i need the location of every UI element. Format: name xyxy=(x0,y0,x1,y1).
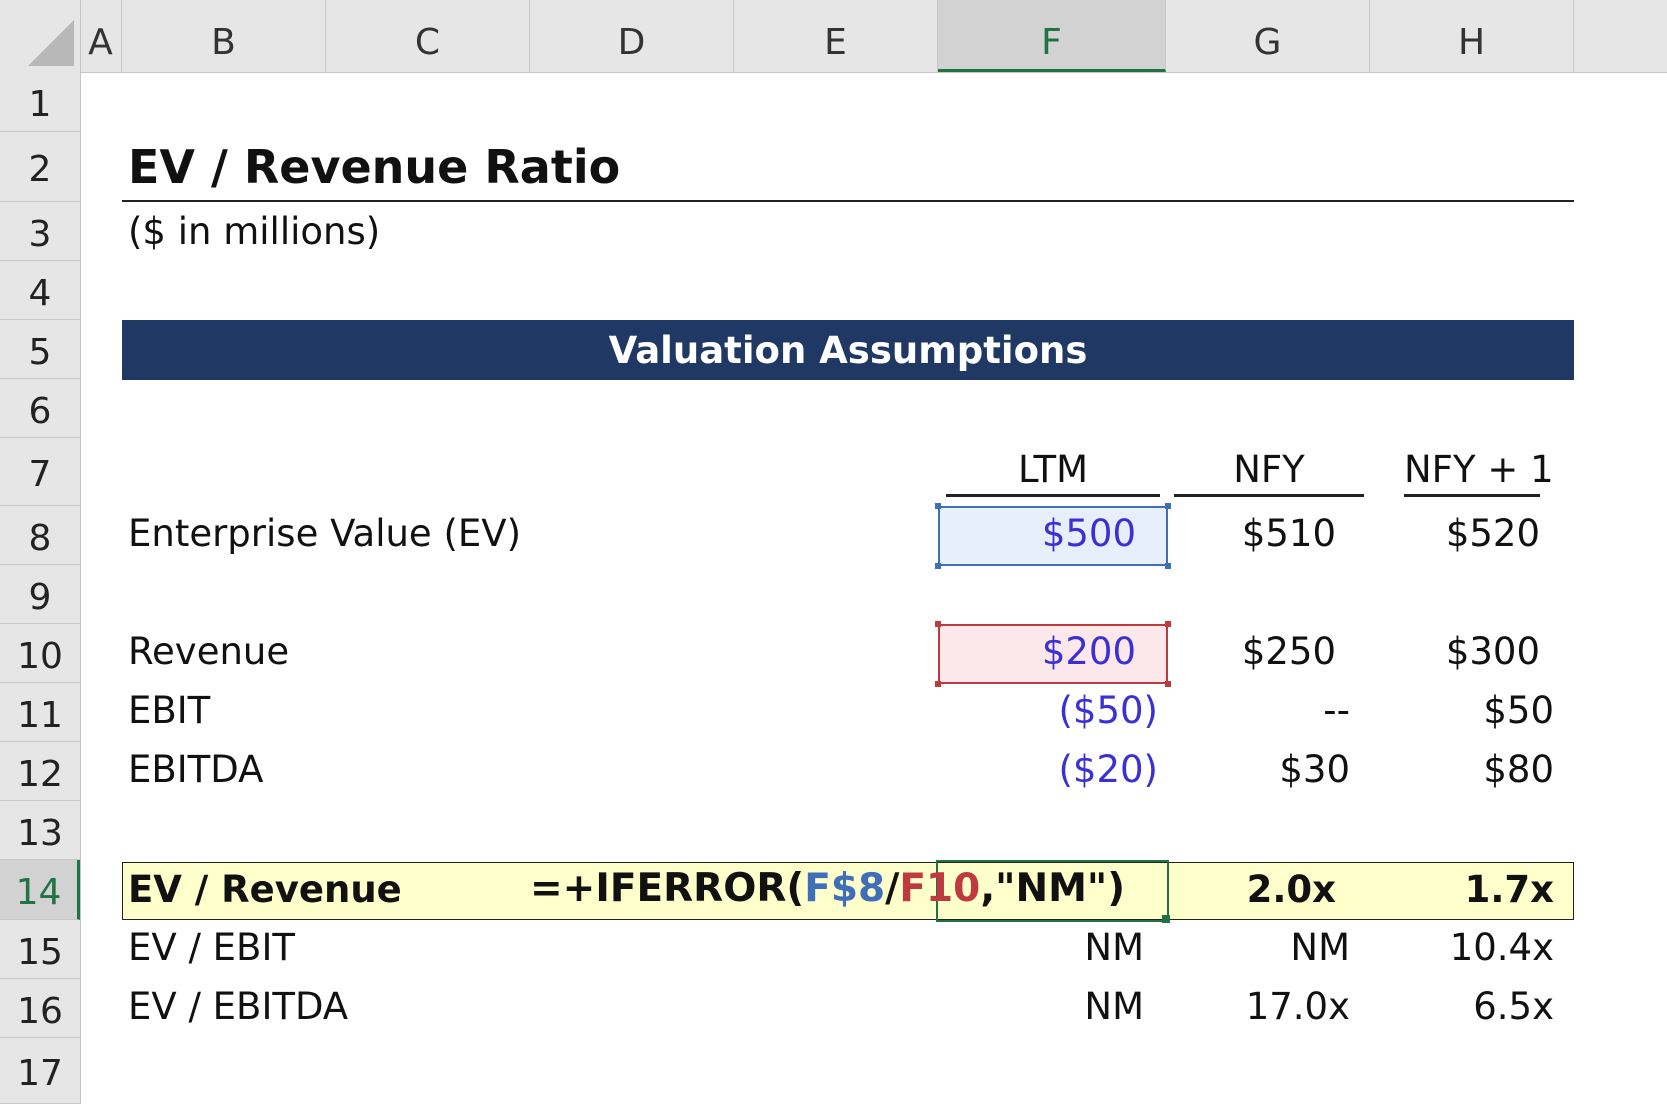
row-header-12[interactable]: 12 xyxy=(0,742,80,801)
label-ev-revenue[interactable]: EV / Revenue xyxy=(128,868,402,911)
row-header-8[interactable]: 8 xyxy=(0,506,80,565)
range-handle[interactable] xyxy=(1165,503,1171,509)
ev-nfy1-value[interactable]: $520 xyxy=(1445,512,1540,555)
units-note[interactable]: ($ in millions) xyxy=(128,210,381,253)
period-header-ltm[interactable]: LTM xyxy=(1017,448,1089,491)
ev-ebit-nfy-value[interactable]: NM xyxy=(1290,926,1350,969)
row-header-6[interactable]: 6 xyxy=(0,379,80,438)
row-header-11[interactable]: 11 xyxy=(0,683,80,742)
period-header-nfy1[interactable]: NFY + 1 xyxy=(1404,448,1554,491)
ebitda-nfy1-value[interactable]: $80 xyxy=(1483,748,1554,791)
section-banner[interactable]: Valuation Assumptions xyxy=(122,320,1574,380)
label-ev-ebit[interactable]: EV / EBIT xyxy=(128,926,295,969)
range-handle[interactable] xyxy=(935,563,941,569)
label-revenue[interactable]: Revenue xyxy=(128,630,290,673)
revenue-nfy1-value[interactable]: $300 xyxy=(1445,630,1540,673)
formula-ref-f8: F$8 xyxy=(804,866,886,911)
column-header-e[interactable]: E xyxy=(734,0,938,72)
row-header-15[interactable]: 15 xyxy=(0,920,80,979)
formula-prefix: =+IFERROR( xyxy=(530,866,805,911)
row-header-17[interactable]: 17 xyxy=(0,1038,80,1104)
ebit-ltm-value[interactable]: ($50) xyxy=(1058,689,1159,732)
column-header-g[interactable]: G xyxy=(1166,0,1370,72)
column-header-d[interactable]: D xyxy=(530,0,734,72)
ev-revenue-nfy-value[interactable]: 2.0x xyxy=(1246,868,1336,911)
select-all-button[interactable] xyxy=(0,0,81,72)
label-ebit[interactable]: EBIT xyxy=(128,689,211,732)
highlighted-row-ev-revenue xyxy=(122,862,1574,920)
column-header-h[interactable]: H xyxy=(1370,0,1574,72)
select-all-triangle-icon xyxy=(28,20,74,66)
row-header-5[interactable]: 5 xyxy=(0,320,80,379)
row-header-3[interactable]: 3 xyxy=(0,202,80,261)
title-underline xyxy=(122,200,1574,202)
label-ev-ebitda[interactable]: EV / EBITDA xyxy=(128,985,349,1028)
row-header-13[interactable]: 13 xyxy=(0,801,80,860)
range-handle[interactable] xyxy=(935,621,941,627)
column-header-b[interactable]: B xyxy=(122,0,326,72)
column-header-bar xyxy=(0,0,1667,73)
revenue-nfy-value[interactable]: $250 xyxy=(1241,630,1336,673)
column-header-c[interactable]: C xyxy=(326,0,530,72)
formula-ref-f10: F10 xyxy=(899,866,981,911)
label-ebitda[interactable]: EBITDA xyxy=(128,748,264,791)
ev-ebitda-nfy-value[interactable]: 17.0x xyxy=(1245,985,1350,1028)
period-header-nfy-underline xyxy=(1174,494,1364,497)
cell-formula-editor[interactable]: =+IFERROR(F$8/F10,"NM") xyxy=(530,866,1125,911)
range-handle[interactable] xyxy=(935,681,941,687)
column-header-f[interactable]: F xyxy=(938,0,1166,72)
referenced-cell-f10[interactable] xyxy=(938,624,1168,684)
formula-divide: / xyxy=(885,866,900,911)
ev-revenue-nfy1-value[interactable]: 1.7x xyxy=(1464,868,1554,911)
ev-ebit-nfy1-value[interactable]: 10.4x xyxy=(1449,926,1554,969)
ev-ltm-value[interactable]: $500 xyxy=(1041,512,1136,555)
range-handle[interactable] xyxy=(1165,681,1171,687)
sheet-title[interactable]: EV / Revenue Ratio xyxy=(128,140,621,194)
period-header-nfy[interactable]: NFY xyxy=(1233,448,1305,491)
active-cell-f14[interactable] xyxy=(936,860,1169,922)
row-header-4[interactable]: 4 xyxy=(0,261,80,320)
row-header-9[interactable]: 9 xyxy=(0,565,80,624)
period-header-ltm-underline xyxy=(946,494,1160,497)
row-header-14[interactable]: 14 xyxy=(0,860,80,920)
row-header-2[interactable]: 2 xyxy=(0,132,80,202)
ebit-nfy1-value[interactable]: $50 xyxy=(1483,689,1554,732)
ev-ebit-ltm-value[interactable]: NM xyxy=(1084,926,1144,969)
range-handle[interactable] xyxy=(1165,621,1171,627)
row-header-1[interactable]: 1 xyxy=(0,72,80,132)
referenced-cell-f8[interactable] xyxy=(938,506,1168,566)
ev-ebitda-nfy1-value[interactable]: 6.5x xyxy=(1473,985,1554,1028)
label-enterprise-value[interactable]: Enterprise Value (EV) xyxy=(128,512,522,555)
ev-nfy-value[interactable]: $510 xyxy=(1241,512,1336,555)
ebit-nfy-value[interactable]: -- xyxy=(1323,689,1350,732)
period-header-nfy1-underline xyxy=(1404,494,1540,497)
row-header-16[interactable]: 16 xyxy=(0,979,80,1038)
row-header-7[interactable]: 7 xyxy=(0,438,80,506)
range-handle[interactable] xyxy=(935,503,941,509)
ebitda-ltm-value[interactable]: ($20) xyxy=(1058,748,1159,791)
column-header-a[interactable]: A xyxy=(80,0,122,72)
fill-handle[interactable] xyxy=(1162,915,1170,923)
row-header-10[interactable]: 10 xyxy=(0,624,80,683)
ev-ebitda-ltm-value[interactable]: NM xyxy=(1084,985,1144,1028)
ebitda-nfy-value[interactable]: $30 xyxy=(1279,748,1350,791)
section-banner-label: Valuation Assumptions xyxy=(608,329,1088,372)
revenue-ltm-value[interactable]: $200 xyxy=(1041,630,1136,673)
range-handle[interactable] xyxy=(1165,563,1171,569)
formula-suffix: ,"NM") xyxy=(980,866,1126,911)
row-header-bar xyxy=(0,72,81,1104)
